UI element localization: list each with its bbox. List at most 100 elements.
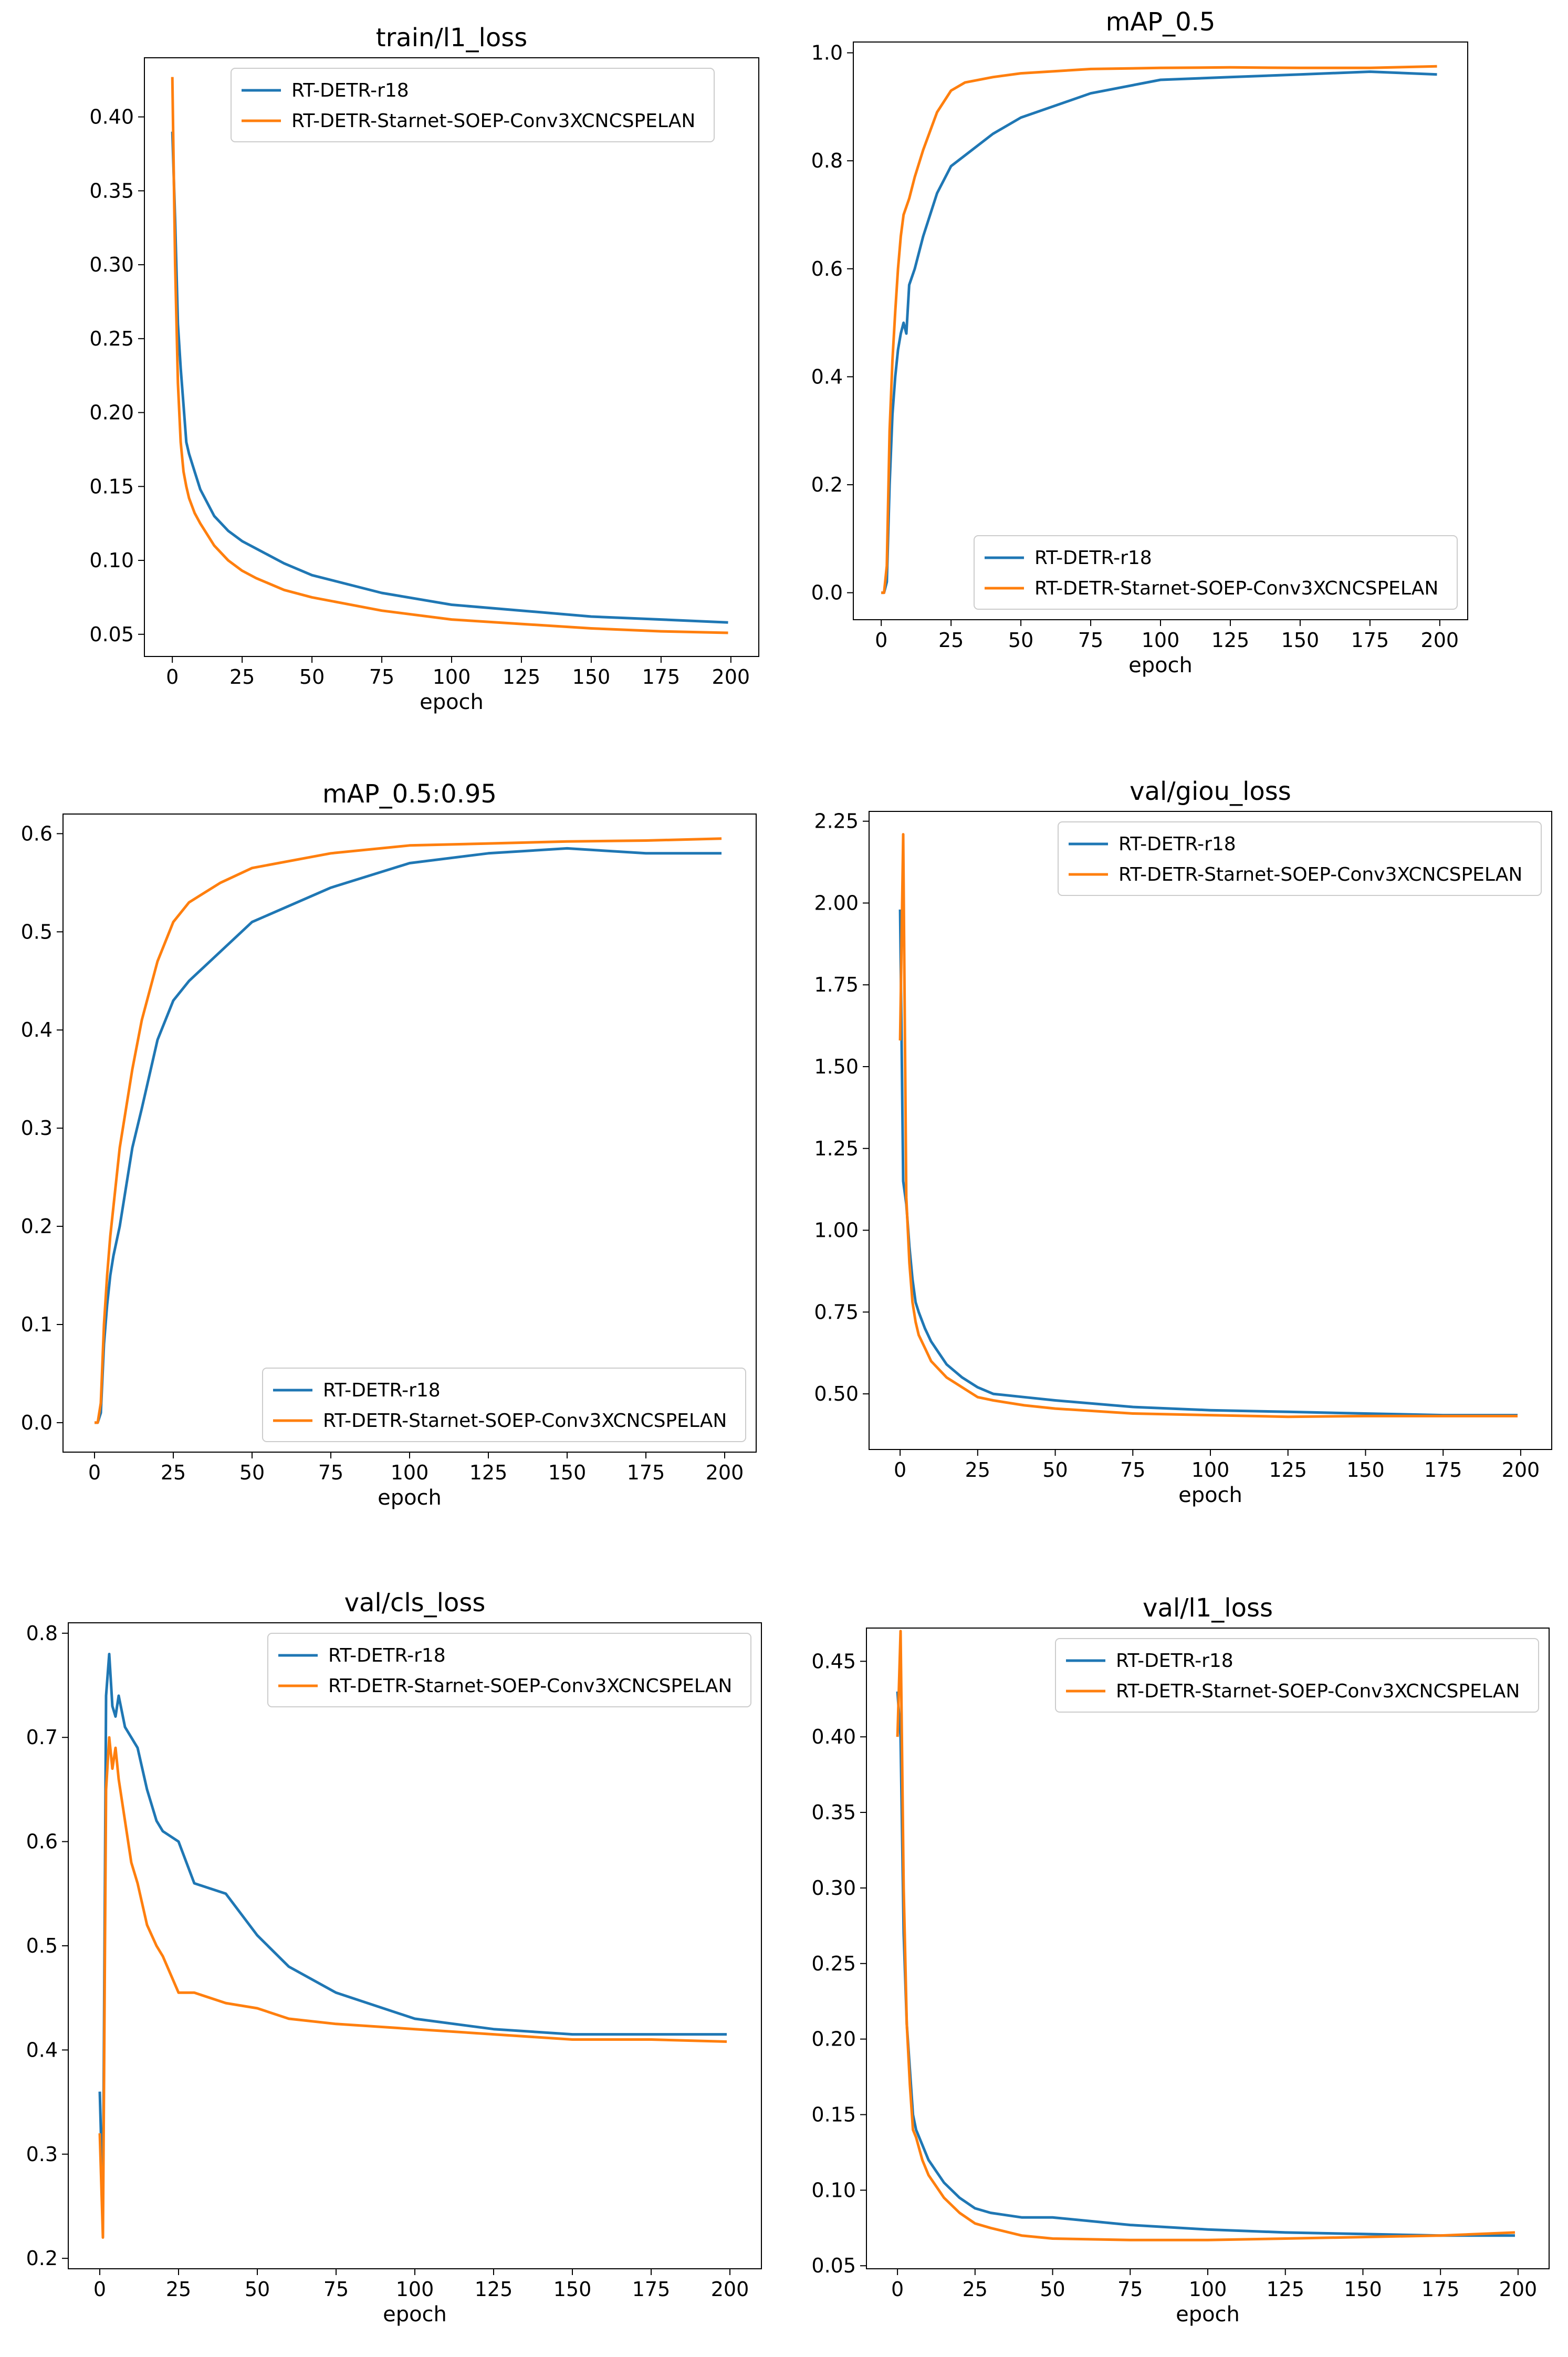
- chart-panel-2: mAP_0.5 0 25 50 75 100 125 150 175 200 0.0 0.2 0.4 0.…: [811, 7, 1468, 677]
- legend: RT-DETR-r18 RT-DETR-Starnet-SOEP-Conv3XCN…: [262, 1368, 746, 1442]
- legend-frame: [1055, 1638, 1539, 1713]
- series-line-rt-detr-r18: [896, 1691, 1515, 2237]
- y-tick-label: 1.50: [814, 1055, 859, 1078]
- y-tick-label: 0.8: [26, 1622, 58, 1645]
- x-tick-label: 150: [1344, 2278, 1382, 2301]
- y-tick-label: 0.6: [26, 1830, 58, 1853]
- x-tick-label: 0: [88, 1461, 101, 1484]
- y-tick-label: 0.30: [811, 1876, 856, 1900]
- chart-panel-5: val/cls_loss 0 25 50 75 100 125 150 175 200 0.2 0.3…: [26, 1588, 762, 2327]
- x-tick-label: 75: [1078, 629, 1103, 652]
- plot-area-frame: [869, 811, 1552, 1450]
- y-tick-label: 0.2: [26, 2247, 58, 2270]
- x-tick-label: 175: [1351, 629, 1389, 652]
- y-tick-label: 0.1: [21, 1313, 53, 1336]
- y-tick-label: 0.5: [21, 920, 53, 943]
- series-line-rt-detr-starnet: [98, 1736, 727, 2239]
- series-line-rt-detr-r18: [881, 70, 1437, 595]
- legend-entry: RT-DETR-r18: [1118, 833, 1236, 855]
- y-tick-label: 0.25: [811, 1952, 856, 1975]
- chart-title: val/l1_loss: [1143, 1593, 1273, 1623]
- series-line-rt-detr-starnet: [896, 1630, 1515, 2241]
- x-tick-label: 50: [1040, 2278, 1065, 2301]
- legend: RT-DETR-r18 RT-DETR-Starnet-SOEP-Conv3XCN…: [267, 1633, 751, 1707]
- chart-panel-6: val/l1_loss 0 25 50 75 100 125 150 175 200 0.05 0.1…: [811, 1593, 1550, 2327]
- chart-title: val/giou_loss: [1130, 777, 1291, 806]
- legend: RT-DETR-r18 RT-DETR-Starnet-SOEP-Conv3XCN…: [974, 535, 1458, 610]
- x-axis-label: epoch: [383, 2302, 447, 2327]
- y-tick-label: 0.4: [811, 365, 843, 388]
- series-line-rt-detr-starnet: [171, 77, 728, 634]
- legend: RT-DETR-r18 RT-DETR-Starnet-SOEP-Conv3XCN…: [231, 68, 715, 142]
- chart-panel-1: train/l1_loss 0 25 50 75 100 125 150 175 200 0.05 0…: [89, 23, 759, 714]
- x-tick-label: 75: [1120, 1458, 1145, 1482]
- y-tick-label: 0.25: [89, 327, 134, 350]
- x-tick-label: 75: [369, 665, 394, 689]
- y-tick-label: 0.4: [26, 2038, 58, 2061]
- y-tick-label: 0.15: [811, 2103, 856, 2126]
- x-tick-label: 50: [239, 1461, 265, 1484]
- plot-area-frame: [866, 1628, 1550, 2269]
- legend-entry: RT-DETR-r18: [1034, 547, 1152, 569]
- y-tick-label: 0.20: [89, 401, 134, 424]
- series-line-rt-detr-starnet: [898, 833, 1518, 1419]
- x-tick-label: 0: [93, 2278, 106, 2301]
- legend: RT-DETR-r18 RT-DETR-Starnet-SOEP-Conv3XCN…: [1055, 1638, 1539, 1713]
- x-tick-label: 50: [1008, 629, 1033, 652]
- legend-entry: RT-DETR-r18: [328, 1645, 446, 1666]
- legend-entry: RT-DETR-r18: [291, 80, 409, 101]
- x-tick-label: 150: [548, 1461, 587, 1484]
- x-tick-label: 125: [503, 665, 541, 689]
- y-tick-label: 0.15: [89, 475, 134, 498]
- x-tick-label: 150: [572, 665, 611, 689]
- x-tick-label: 200: [1502, 1458, 1540, 1482]
- y-tick-label: 0.3: [26, 2143, 58, 2166]
- x-tick-label: 125: [1211, 629, 1250, 652]
- series-line-rt-detr-starnet: [95, 837, 722, 1424]
- x-tick-label: 50: [299, 665, 325, 689]
- legend: RT-DETR-r18 RT-DETR-Starnet-SOEP-Conv3XCN…: [1058, 821, 1542, 896]
- x-tick-label: 125: [475, 2278, 513, 2301]
- x-tick-label: 125: [1269, 1458, 1307, 1482]
- plot-area-frame: [68, 1622, 762, 2269]
- legend-entry: RT-DETR-r18: [323, 1380, 441, 1401]
- legend-frame: [974, 535, 1458, 610]
- y-tick-label: 0.35: [811, 1801, 856, 1824]
- x-tick-label: 125: [469, 1461, 508, 1484]
- y-tick-label: 0.4: [21, 1018, 53, 1041]
- y-tick-label: 2.25: [814, 810, 859, 833]
- x-tick-label: 50: [245, 2278, 270, 2301]
- y-tick-label: 0.05: [89, 623, 134, 646]
- y-tick-label: 0.50: [814, 1382, 859, 1405]
- x-tick-label: 0: [891, 2278, 904, 2301]
- y-tick-label: 0.10: [89, 549, 134, 572]
- y-tick-label: 1.00: [814, 1219, 859, 1242]
- chart-panel-4: val/giou_loss 0 25 50 75 100 125 150 175 200 0.50 0…: [814, 777, 1552, 1507]
- x-axis-label: epoch: [378, 1486, 442, 1510]
- x-tick-label: 200: [706, 1461, 744, 1484]
- y-tick-label: 0.05: [811, 2254, 856, 2277]
- x-tick-label: 200: [711, 2278, 749, 2301]
- y-tick-label: 0.45: [811, 1650, 856, 1673]
- x-tick-label: 100: [1189, 2278, 1227, 2301]
- x-tick-label: 100: [433, 665, 471, 689]
- legend-frame: [231, 68, 715, 142]
- y-tick-label: 0.0: [811, 581, 843, 604]
- x-tick-label: 100: [396, 2278, 434, 2301]
- y-tick-label: 0.7: [26, 1726, 58, 1749]
- x-tick-label: 175: [1421, 2278, 1460, 2301]
- legend-entry: RT-DETR-Starnet-SOEP-Conv3XCNCSPELAN: [1034, 578, 1438, 599]
- series-line-rt-detr-r18: [95, 847, 722, 1424]
- x-tick-label: 0: [166, 665, 179, 689]
- legend-entry: RT-DETR-Starnet-SOEP-Conv3XCNCSPELAN: [1116, 1681, 1520, 1702]
- x-tick-label: 200: [1421, 629, 1459, 652]
- y-tick-label: 2.00: [814, 891, 859, 914]
- x-tick-label: 175: [627, 1461, 665, 1484]
- x-tick-label: 0: [894, 1458, 906, 1482]
- y-tick-label: 0.6: [811, 257, 843, 280]
- x-axis-label: epoch: [1176, 2302, 1240, 2327]
- x-tick-label: 75: [323, 2278, 349, 2301]
- x-tick-label: 100: [391, 1461, 429, 1484]
- plot-area-frame: [853, 41, 1468, 620]
